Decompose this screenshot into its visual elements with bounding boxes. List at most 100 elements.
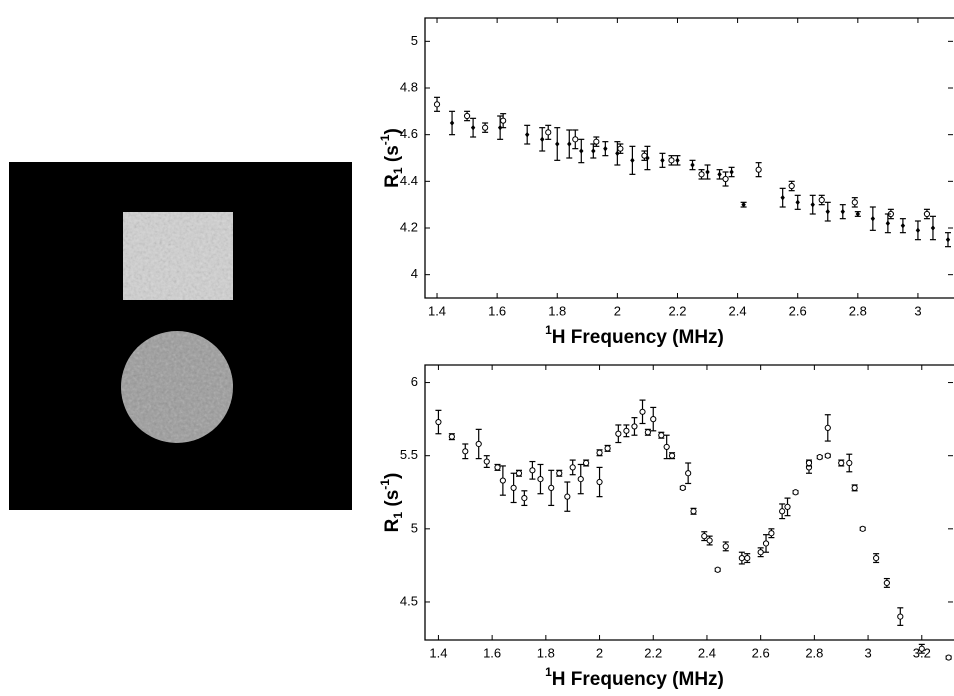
x-tick-label: 3 <box>864 645 871 660</box>
point <box>789 183 794 188</box>
point <box>796 200 800 206</box>
axes-box <box>425 18 954 298</box>
chart: 1.41.61.822.22.42.62.833.24.555.561H Fre… <box>378 365 954 690</box>
x-tick-label: 2.2 <box>668 303 686 318</box>
point <box>471 125 475 131</box>
point <box>839 460 844 465</box>
y-label-part: (s <box>382 490 403 512</box>
point <box>699 172 704 177</box>
point <box>484 459 489 464</box>
point <box>841 209 845 215</box>
figure: 1.41.61.822.22.42.62.8344.24.44.64.851H … <box>0 0 954 691</box>
point <box>690 162 694 168</box>
x-tick-label: 2.4 <box>729 303 747 318</box>
point <box>811 202 815 208</box>
point <box>522 496 527 501</box>
point <box>916 228 920 234</box>
point <box>664 444 669 449</box>
point <box>758 550 763 555</box>
x-tick-label: 2.6 <box>789 303 807 318</box>
x-tick-label: 2.4 <box>698 645 716 660</box>
point <box>763 541 768 546</box>
point <box>884 580 889 585</box>
point <box>449 434 454 439</box>
x-tick-label: 1.6 <box>483 645 501 660</box>
y-label-part: (s <box>382 145 403 167</box>
point <box>898 614 903 619</box>
point <box>901 223 905 229</box>
point <box>756 167 761 172</box>
point <box>603 146 607 152</box>
y-label-part: R <box>382 174 403 188</box>
point <box>597 479 602 484</box>
y-label-part: -1 <box>378 134 392 145</box>
point <box>516 471 521 476</box>
point <box>511 485 516 490</box>
point <box>500 478 505 483</box>
point <box>705 169 709 175</box>
point <box>555 141 559 147</box>
point <box>540 137 544 143</box>
point <box>570 465 575 470</box>
x-tick-label: 2 <box>614 303 621 318</box>
point <box>616 431 621 436</box>
x-tick-label: 1.8 <box>548 303 566 318</box>
point <box>860 526 865 531</box>
y-label-part: R <box>382 518 403 532</box>
point <box>825 425 830 430</box>
y-tick-label: 4.8 <box>400 79 418 94</box>
point <box>785 504 790 509</box>
point <box>464 113 469 118</box>
point <box>919 646 924 651</box>
y-tick-label: 4.2 <box>400 219 418 234</box>
y-label-part: ) <box>382 473 403 479</box>
point <box>847 460 852 465</box>
point <box>723 176 728 181</box>
point <box>549 485 554 490</box>
point <box>852 485 857 490</box>
x-axis-label: 1H Frequency (MHz) <box>545 665 724 690</box>
point <box>675 158 679 164</box>
point <box>874 555 879 560</box>
x-tick-label: 1.4 <box>429 645 447 660</box>
y-label-part: ) <box>382 128 403 134</box>
point <box>495 465 500 470</box>
point <box>578 476 583 481</box>
point <box>434 102 439 107</box>
point <box>946 237 950 243</box>
y-tick-label: 5.5 <box>400 447 418 462</box>
point <box>669 453 674 458</box>
point <box>871 216 875 222</box>
phantom-texture <box>121 331 233 443</box>
x-tick-label: 2 <box>596 645 603 660</box>
point <box>691 509 696 514</box>
point <box>632 424 637 429</box>
x-tick-label: 2.6 <box>752 645 770 660</box>
point <box>567 141 571 147</box>
point <box>715 567 720 572</box>
point <box>660 158 664 164</box>
point <box>680 485 685 490</box>
point <box>793 490 798 495</box>
point <box>651 417 656 422</box>
point <box>605 446 610 451</box>
point <box>584 460 589 465</box>
y-tick-label: 5 <box>411 33 418 48</box>
point <box>723 544 728 549</box>
point <box>852 200 857 205</box>
mri-image <box>9 162 352 510</box>
x-tick-label: 3 <box>914 303 921 318</box>
point <box>819 197 824 202</box>
point <box>946 655 951 660</box>
point <box>729 169 733 175</box>
point <box>825 453 830 458</box>
point <box>702 534 707 539</box>
point <box>624 428 629 433</box>
y-tick-label: 4.5 <box>400 593 418 608</box>
point <box>659 433 664 438</box>
y-tick-label: 5 <box>411 520 418 535</box>
point <box>806 460 811 465</box>
point <box>557 471 562 476</box>
point <box>686 471 691 476</box>
point <box>924 211 929 216</box>
